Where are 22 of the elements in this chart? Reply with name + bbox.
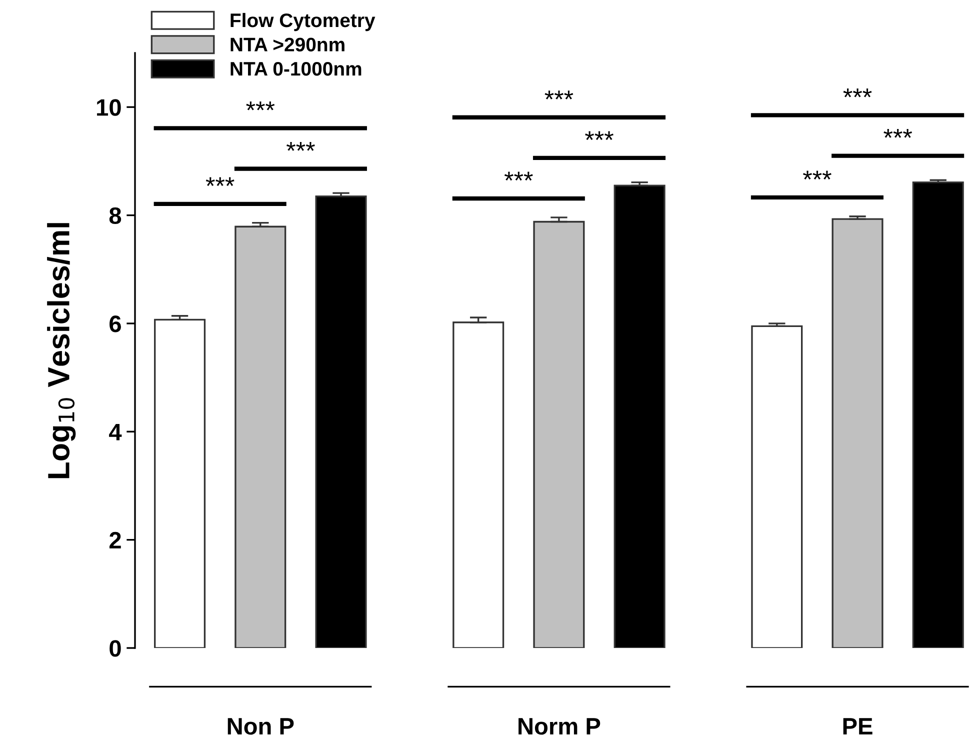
x-tick-label: Norm P (518, 718, 600, 735)
annotation: *** (286, 142, 315, 151)
legend-label: NTA 0-1000nm (230, 62, 362, 76)
legend-label: NTA >290nm (230, 38, 344, 52)
annotation: *** (504, 172, 533, 181)
annotation: *** (843, 88, 872, 98)
y-tick-label: 4 (109, 424, 122, 440)
y-tick-label: 10 (97, 99, 121, 116)
y-axis-title: Log$_{10}$ Vesicles/ml (47, 223, 76, 478)
y-tick-label: 0 (110, 640, 121, 657)
y-tick-label: 6 (110, 316, 121, 332)
legend-label: Flow Cytometry (230, 12, 376, 32)
y-tick-label: 2 (109, 532, 121, 548)
annotation: *** (585, 131, 614, 140)
annotation: *** (544, 90, 574, 100)
annotation: *** (206, 177, 234, 186)
annotation: *** (803, 170, 832, 180)
x-tick-label: PE (843, 718, 872, 734)
x-tick-label: Non P (228, 718, 294, 735)
y-tick-label: 8 (109, 207, 122, 224)
annotation: *** (884, 129, 912, 138)
annotation: *** (246, 101, 275, 110)
